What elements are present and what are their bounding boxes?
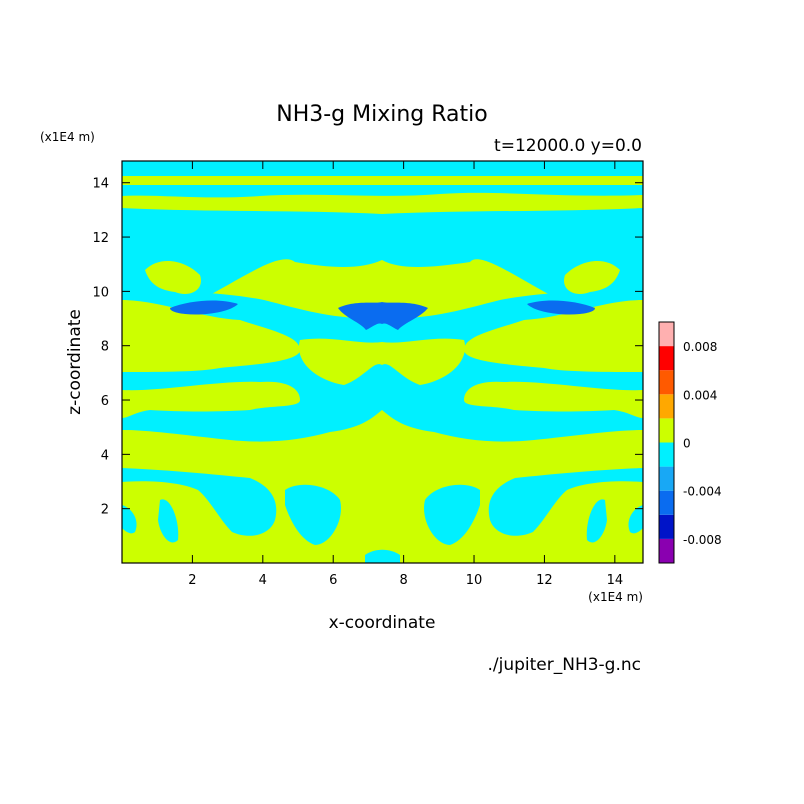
negative-region-blue bbox=[170, 300, 595, 330]
y-tick-label: 10 bbox=[92, 285, 109, 300]
x-tick-label: 2 bbox=[188, 573, 196, 588]
y-tick-label: 14 bbox=[92, 177, 109, 192]
colorbar-segment bbox=[659, 514, 674, 539]
colorbar-segment bbox=[659, 418, 674, 443]
x-axis-label: x-coordinate bbox=[329, 613, 436, 633]
y-axis-label: z-coordinate bbox=[65, 309, 85, 415]
y-axis-ticks: 2 4 6 8 10 12 14 bbox=[92, 177, 643, 518]
x-tick-label: 12 bbox=[536, 573, 553, 588]
colorbar-tick-label: 0 bbox=[683, 437, 691, 451]
colorbar-segment bbox=[659, 346, 674, 371]
plot-frame bbox=[121, 160, 644, 564]
y-tick-label: 12 bbox=[92, 231, 109, 246]
colorbar-segment bbox=[659, 322, 674, 347]
x-tick-label: 4 bbox=[259, 573, 267, 588]
yellow-islands bbox=[145, 260, 620, 385]
colorbar-segment bbox=[659, 370, 674, 395]
colorbar-frame bbox=[658, 321, 675, 564]
colorbar-segment bbox=[659, 490, 674, 515]
colorbar-segment bbox=[659, 538, 674, 563]
plot-area bbox=[122, 161, 643, 563]
colorbar-tick-label: 0.008 bbox=[683, 340, 717, 354]
x-tick-label: 8 bbox=[399, 573, 407, 588]
y-tick-label: 4 bbox=[101, 448, 109, 463]
negative-region-cyan bbox=[122, 161, 643, 563]
y-tick-label: 8 bbox=[101, 340, 109, 355]
y-tick-label: 2 bbox=[101, 503, 109, 518]
x-axis-ticks: 2 4 6 8 10 12 14 bbox=[188, 161, 623, 588]
colorbar-segment bbox=[659, 442, 674, 467]
colorbar-tick-label: -0.004 bbox=[683, 485, 722, 499]
chart-title: NH3-g Mixing Ratio bbox=[276, 102, 488, 127]
x-tick-label: 6 bbox=[329, 573, 337, 588]
colorbar-tick-label: -0.008 bbox=[683, 533, 722, 547]
x-unit-label: (x1E4 m) bbox=[588, 590, 643, 604]
source-file-label: ./jupiter_NH3-g.nc bbox=[487, 655, 641, 675]
colorbar-tick-label: 0.004 bbox=[683, 388, 717, 402]
y-unit-label: (x1E4 m) bbox=[40, 130, 95, 144]
colorbar-segment bbox=[659, 466, 674, 491]
y-tick-label: 6 bbox=[101, 394, 109, 409]
x-tick-label: 14 bbox=[607, 573, 624, 588]
chart-subtitle: t=12000.0 y=0.0 bbox=[494, 136, 642, 156]
colorbar-segment bbox=[659, 394, 674, 419]
colorbar: -0.008 -0.004 0 0.004 0.008 bbox=[658, 321, 722, 564]
x-tick-label: 10 bbox=[466, 573, 483, 588]
